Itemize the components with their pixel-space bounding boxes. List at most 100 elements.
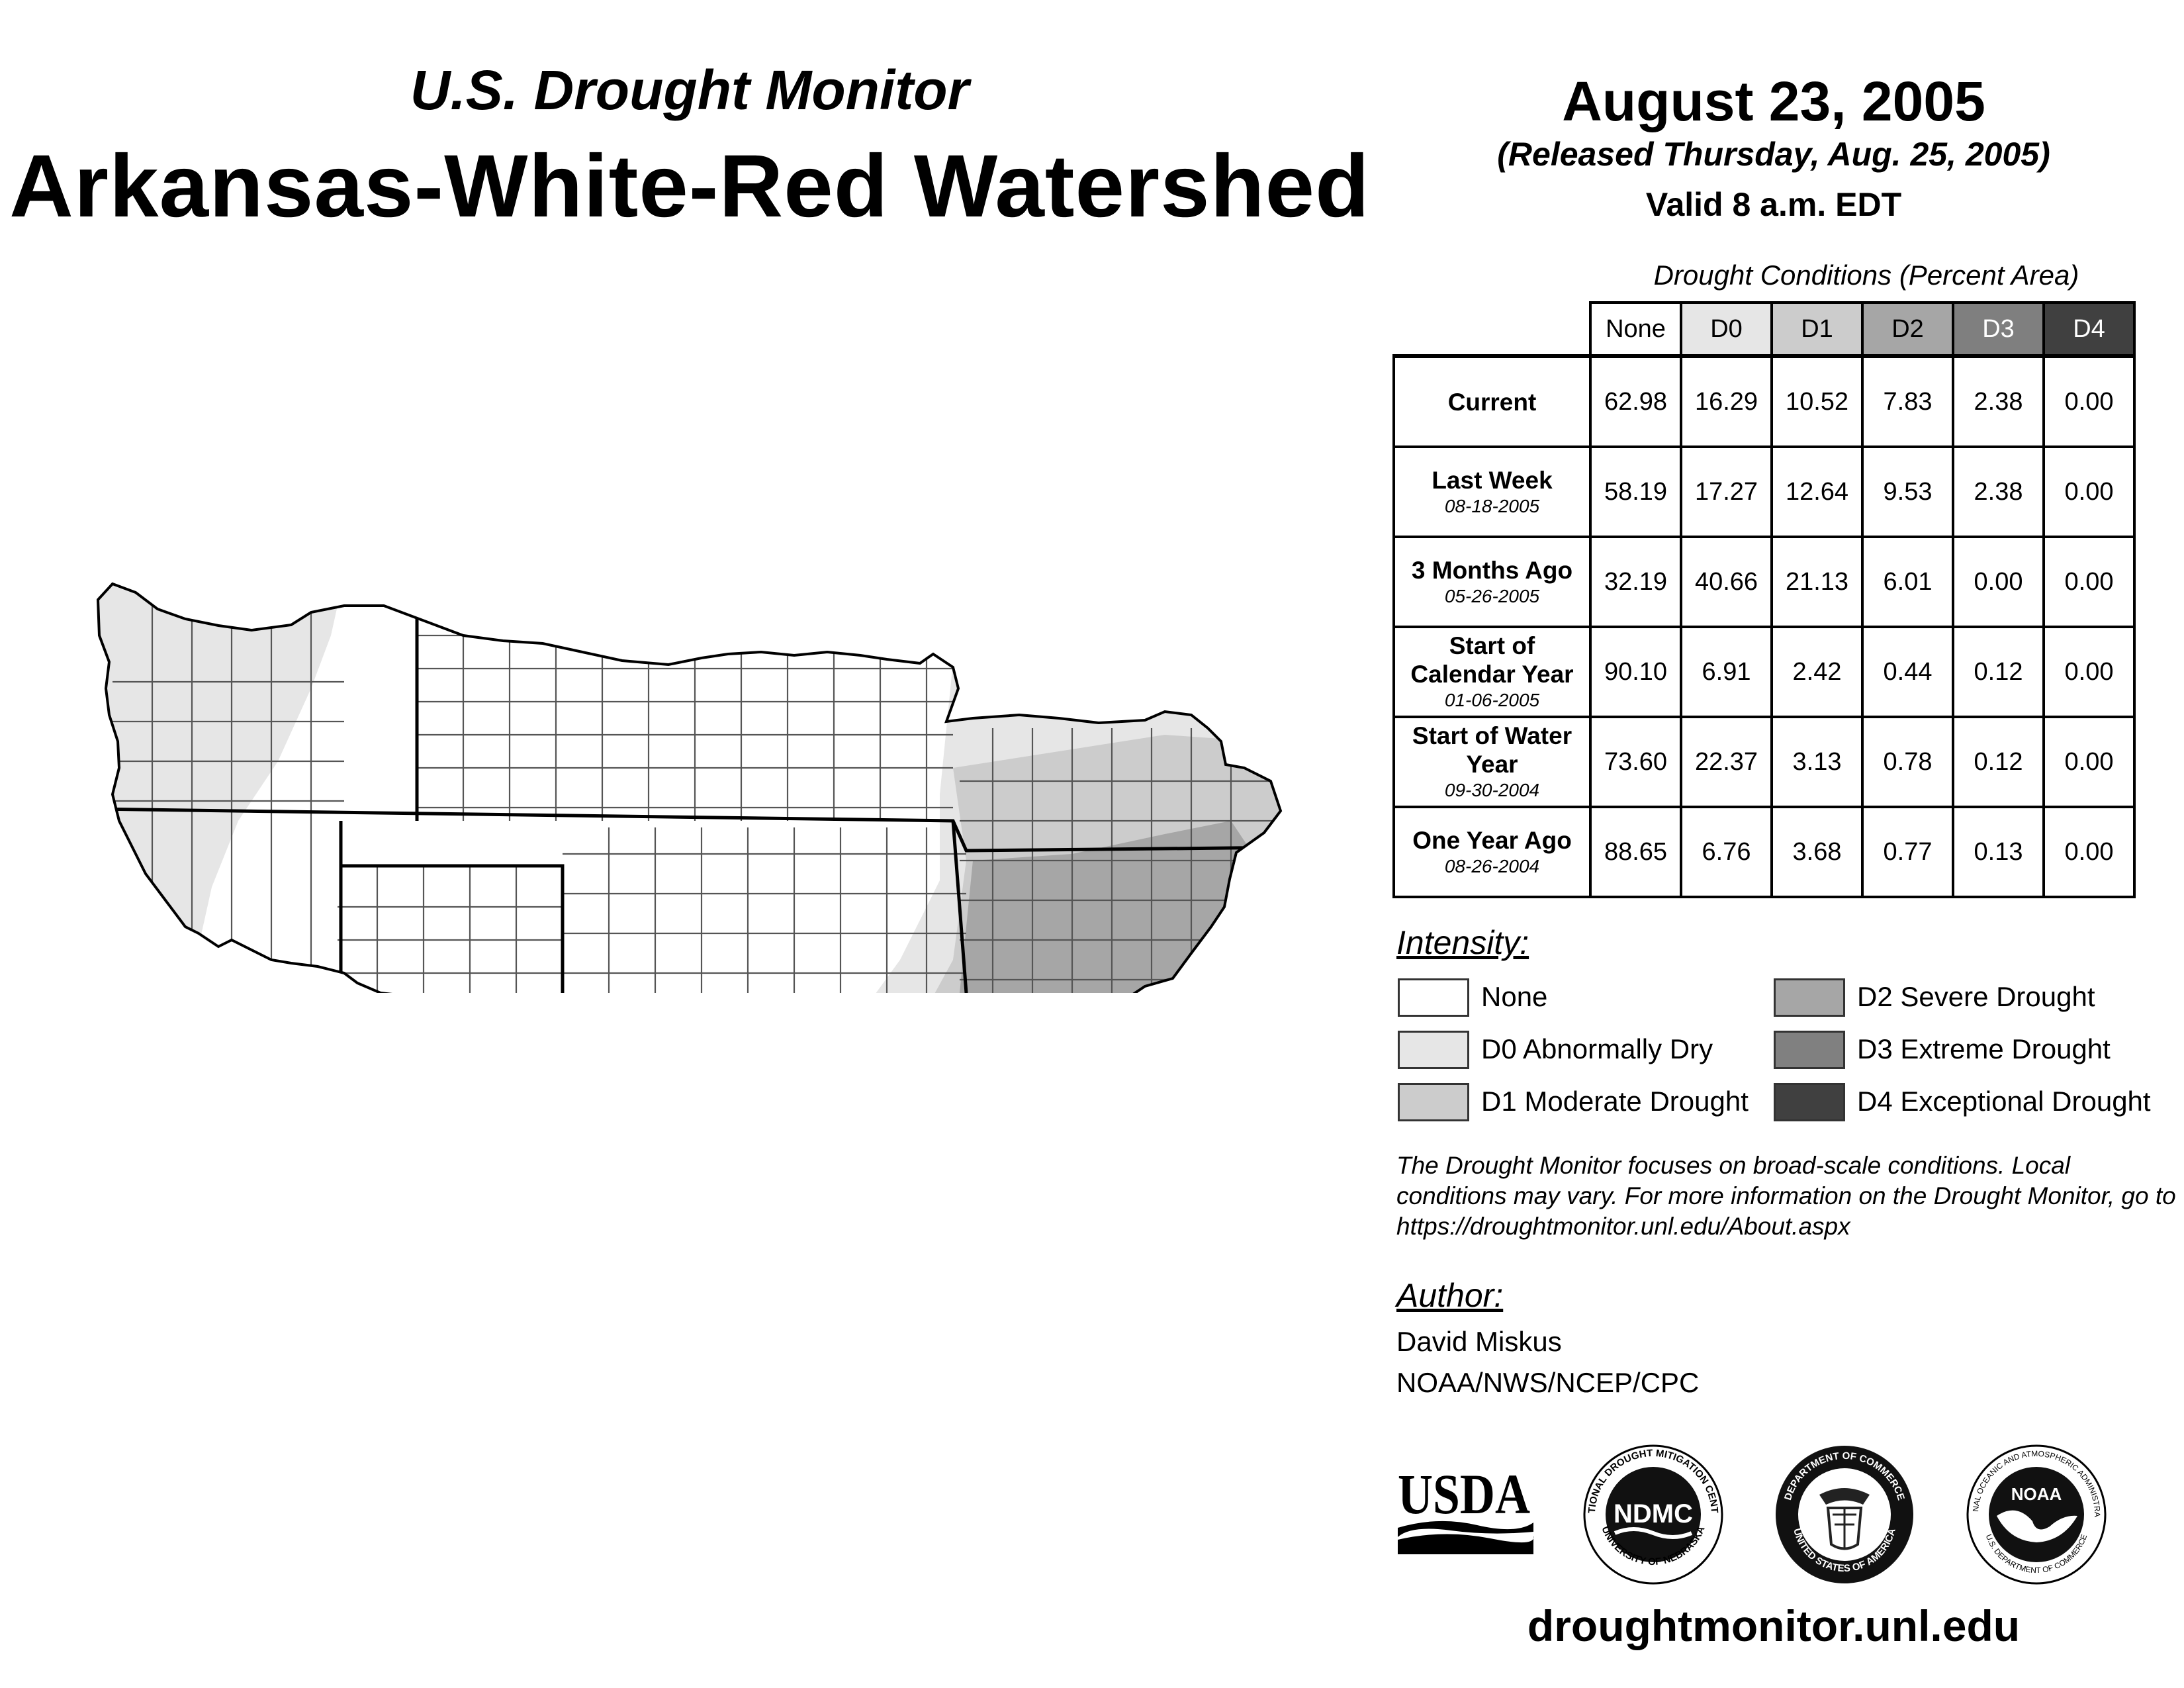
table-cell: 2.42	[1770, 626, 1864, 718]
table-caption: Drought Conditions (Percent Area)	[1653, 259, 2079, 291]
row-date: 01-06-2005	[1444, 690, 1540, 710]
table-corner	[1394, 303, 1592, 358]
map-date: August 23, 2005	[1562, 70, 1985, 132]
commerce-seal: DEPARTMENT OF COMMERCE UNITED STATES OF …	[1776, 1446, 1913, 1583]
table-cell: 0.12	[1952, 716, 2045, 808]
col-header-d1: D1	[1770, 301, 1864, 358]
col-header-none: None	[1589, 301, 1682, 358]
ndmc-logo-text: NDMC	[1614, 1499, 1693, 1528]
col-header-d3: D3	[1952, 301, 2045, 358]
row-date: 08-18-2005	[1444, 495, 1540, 516]
table-cell: 16.29	[1680, 355, 1773, 448]
usda-logo-text: USDA	[1398, 1462, 1530, 1526]
state-boundary-north	[98, 807, 1281, 853]
table-cell: 7.83	[1861, 355, 1954, 448]
table-cell: 0.00	[1952, 536, 2045, 628]
legend-swatch-d4	[1774, 1083, 1845, 1121]
d2-area	[927, 821, 1257, 993]
disclaimer-note: The Drought Monitor focuses on broad-sca…	[1396, 1152, 2176, 1240]
table-cell: 22.37	[1680, 716, 1773, 808]
row-date: 09-30-2004	[1444, 780, 1540, 800]
author-title: Author:	[1396, 1277, 1504, 1314]
basin-outline	[97, 583, 1282, 993]
usda-logo: USDA	[1398, 1462, 1534, 1554]
legend-label: None	[1481, 981, 1548, 1012]
row-date: 05-26-2005	[1444, 585, 1540, 606]
table-cell: 0.13	[1952, 806, 2045, 898]
table-cell: 10.52	[1770, 355, 1864, 448]
row-label-text: Last Week	[1432, 466, 1553, 494]
table-cell: 0.00	[2042, 536, 2136, 628]
table-cell: 6.01	[1861, 536, 1954, 628]
table-cell: 88.65	[1589, 806, 1682, 898]
noaa-logo-text: NOAA	[2011, 1484, 2062, 1504]
table-cell: 3.68	[1770, 806, 1864, 898]
table-cell: 9.53	[1861, 445, 1954, 538]
table-cell: 0.78	[1861, 716, 1954, 808]
table-row-start-water-year: Start of Water Year 09-30-2004 73.60 22.3…	[1392, 716, 2136, 808]
table-cell: 6.76	[1680, 806, 1773, 898]
row-label: One Year Ago 08-26-2004	[1392, 806, 1592, 898]
d0-area-west	[98, 584, 344, 980]
table-cell: 32.19	[1589, 536, 1682, 628]
table-cell: 0.44	[1861, 626, 1954, 718]
row-label-text: Current	[1447, 388, 1537, 416]
table-row-last-week: Last Week 08-18-2005 58.19 17.27 12.64 9.…	[1392, 445, 2136, 538]
author-name: David Miskus	[1396, 1326, 1562, 1357]
ndmc-logo: NATIONAL DROUGHT MITIGATION CENTER UNIVE…	[1580, 1442, 1723, 1585]
table-cell: 3.13	[1770, 716, 1864, 808]
row-label: Start of Water Year 09-30-2004	[1392, 716, 1592, 808]
row-label: Start of Calendar Year 01-06-2005	[1392, 626, 1592, 718]
website-link[interactable]: droughtmonitor.unl.edu	[1527, 1601, 2021, 1650]
table-cell: 0.00	[2042, 626, 2136, 718]
table-cell: 58.19	[1589, 445, 1682, 538]
table-cell: 0.12	[1952, 626, 2045, 718]
table-cell: 0.77	[1861, 806, 1954, 898]
state-boundary-tx-panhandle	[341, 864, 565, 993]
col-header-d4: D4	[2042, 301, 2136, 358]
row-label: Current	[1392, 355, 1592, 448]
row-label: Last Week 08-18-2005	[1392, 445, 1592, 538]
drought-conditions-table: None D0 D1 D2 D3 D4 Current 62.98 16.29 …	[1392, 301, 2136, 898]
legend-swatch-none	[1398, 978, 1469, 1017]
author-org: NOAA/NWS/NCEP/CPC	[1396, 1367, 1700, 1398]
county-lines-kansas	[417, 616, 953, 821]
table-cell: 21.13	[1770, 536, 1864, 628]
col-header-d2: D2	[1861, 301, 1954, 358]
table-cell: 17.27	[1680, 445, 1773, 538]
table-row-3-months-ago: 3 Months Ago 05-26-2005 32.19 40.66 21.13…	[1392, 536, 2136, 628]
table-cell: 6.91	[1680, 626, 1773, 718]
table-cell: 90.10	[1589, 626, 1682, 718]
county-lines-east	[960, 728, 1281, 993]
row-label-text: Start of Water Year	[1412, 722, 1572, 778]
table-cell: 2.38	[1952, 445, 2045, 538]
legend-swatch-d0	[1398, 1031, 1469, 1069]
county-lines-oklahoma	[338, 827, 966, 993]
d1-area	[874, 735, 1281, 993]
d0-area-east	[807, 662, 1281, 993]
row-date: 08-26-2004	[1444, 855, 1540, 876]
table-cell: 0.00	[2042, 355, 2136, 448]
table-row-current: Current 62.98 16.29 10.52 7.83 2.38 0.00	[1392, 355, 2136, 448]
map-title: Arkansas-White-Red Watershed	[9, 137, 1370, 236]
legend-swatch-d1	[1398, 1083, 1469, 1121]
row-label-text: 3 Months Ago	[1411, 556, 1573, 584]
release-date: (Released Thursday, Aug. 25, 2005)	[1497, 136, 2050, 173]
table-cell: 73.60	[1589, 716, 1682, 808]
legend-title: Intensity:	[1396, 924, 1529, 961]
state-boundary-ok-ar	[951, 820, 995, 993]
legend-label: D0 Abnormally Dry	[1481, 1033, 1713, 1064]
table-cell: 0.00	[2042, 806, 2136, 898]
legend-label: D2 Severe Drought	[1857, 981, 2095, 1012]
table-cell: 62.98	[1589, 355, 1682, 448]
table-cell: 40.66	[1680, 536, 1773, 628]
table-cell: 0.00	[2042, 716, 2136, 808]
legend-label: D4 Exceptional Drought	[1857, 1086, 2151, 1117]
noaa-logo: NATIONAL OCEANIC AND ATMOSPHERIC ADMINIS…	[1964, 1442, 2107, 1585]
table-cell: 12.64	[1770, 445, 1864, 538]
row-label-text: One Year Ago	[1412, 826, 1572, 854]
row-label-text: Start of Calendar Year	[1410, 632, 1574, 688]
table-row-one-year-ago: One Year Ago 08-26-2004 88.65 6.76 3.68 0…	[1392, 806, 2136, 898]
table-cell: 2.38	[1952, 355, 2045, 448]
map-subtitle: U.S. Drought Monitor	[410, 59, 970, 121]
